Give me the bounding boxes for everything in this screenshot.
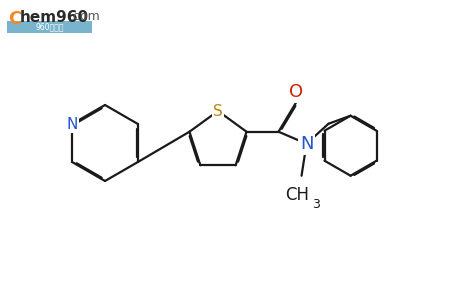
FancyBboxPatch shape (7, 21, 92, 33)
Text: hem960: hem960 (19, 10, 89, 25)
Text: CH: CH (285, 186, 310, 204)
Text: .com: .com (70, 10, 101, 23)
Text: O: O (290, 83, 303, 101)
Text: 960化工网: 960化工网 (36, 23, 64, 32)
Text: N: N (300, 135, 313, 153)
Text: S: S (213, 103, 223, 118)
Text: 3: 3 (311, 198, 319, 211)
Text: N: N (66, 117, 78, 132)
Text: C: C (8, 10, 21, 28)
